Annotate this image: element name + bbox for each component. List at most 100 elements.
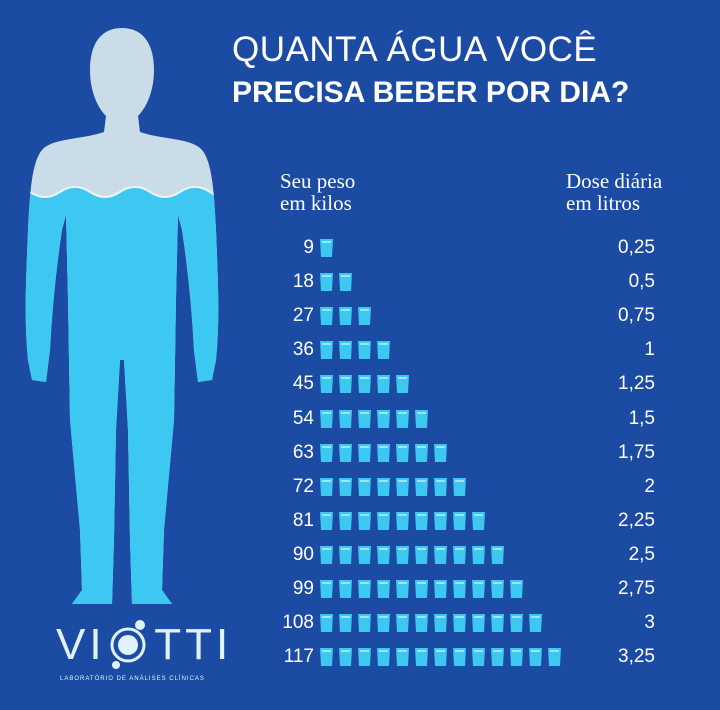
glass-rim xyxy=(436,547,445,550)
water-glass-icon xyxy=(472,614,485,633)
glass-rim xyxy=(436,445,445,448)
water-glass-icon xyxy=(320,307,333,326)
glass-rim xyxy=(360,616,369,619)
water-glass-icon xyxy=(358,409,371,428)
water-glass-icon xyxy=(491,580,504,598)
glass-rim xyxy=(341,513,350,516)
water-glass-icon xyxy=(434,477,447,496)
glasses-bar xyxy=(320,273,352,292)
glass-rim xyxy=(417,479,426,482)
glass-rim xyxy=(322,377,331,380)
glass-rim xyxy=(341,650,350,653)
title-line-2: PRECISA BEBER POR DIA? xyxy=(232,76,630,109)
water-glass-icon xyxy=(320,477,333,496)
table-row: 9 0,25 xyxy=(0,237,720,259)
glass-rim xyxy=(417,445,426,448)
glass-rim xyxy=(360,547,369,550)
water-glass-icon xyxy=(472,648,485,667)
weight-label: 108 xyxy=(282,612,314,634)
glass-rim xyxy=(512,582,521,584)
glasses-bar xyxy=(320,614,542,633)
glass-rim xyxy=(360,411,369,414)
table-row: 81 2,25 xyxy=(0,510,720,532)
water-glass-icon xyxy=(320,648,333,667)
weight-header-line2: em kilos xyxy=(280,191,352,215)
water-glass-icon xyxy=(320,443,333,462)
glass-rim xyxy=(379,411,388,414)
glass-rim xyxy=(360,309,369,312)
glass-rim xyxy=(417,411,426,414)
water-glass-icon xyxy=(358,307,371,326)
water-glass-icon xyxy=(453,477,466,496)
glass-rim xyxy=(398,513,407,516)
water-glass-icon xyxy=(472,545,485,564)
weight-label: 45 xyxy=(292,373,314,395)
dose-label: 3,25 xyxy=(618,646,655,668)
water-glass-icon xyxy=(415,477,428,496)
glass-rim xyxy=(417,547,426,550)
water-glass-icon xyxy=(396,409,409,428)
water-glass-icon xyxy=(320,273,333,292)
water-glass-icon xyxy=(339,580,352,598)
glass-rim xyxy=(379,479,388,482)
water-glass-icon xyxy=(320,341,333,360)
water-glass-icon xyxy=(358,443,371,462)
glass-rim xyxy=(493,547,502,550)
dose-label: 2,5 xyxy=(628,543,655,565)
weight-label: 27 xyxy=(292,305,314,327)
table-row: 108 3 xyxy=(0,612,720,634)
water-glass-icon xyxy=(415,511,428,530)
water-glass-icon xyxy=(510,614,523,633)
water-glass-icon xyxy=(358,375,371,394)
table-row: 27 0,75 xyxy=(0,305,720,327)
glass-rim xyxy=(341,479,350,482)
glass-rim xyxy=(322,479,331,482)
weight-label: 81 xyxy=(292,509,314,531)
water-glass-icon xyxy=(491,545,504,564)
water-glass-icon xyxy=(339,409,352,428)
glass-rim xyxy=(360,650,369,653)
water-glass-icon xyxy=(320,614,333,633)
glasses-bar xyxy=(320,477,466,496)
water-glass-icon xyxy=(358,545,371,564)
water-glass-icon xyxy=(396,648,409,667)
water-glass-icon xyxy=(377,511,390,530)
glass-rim xyxy=(360,582,369,584)
water-glass-icon xyxy=(339,341,352,360)
water-glass-icon xyxy=(358,477,371,496)
water-glass-icon xyxy=(415,409,428,428)
water-glass-icon xyxy=(358,341,371,360)
glass-rim xyxy=(322,241,331,243)
glass-rim xyxy=(379,513,388,516)
water-glass-icon xyxy=(358,511,371,530)
water-glass-icon xyxy=(339,477,352,496)
weight-label: 9 xyxy=(303,237,314,258)
title-line-1: QUANTA ÁGUA VOCÊ xyxy=(232,30,598,69)
water-glass-icon xyxy=(358,614,371,633)
dose-label: 2 xyxy=(644,475,655,497)
water-glass-icon xyxy=(320,375,333,394)
weight-label: 63 xyxy=(292,441,314,463)
glass-rim xyxy=(322,343,331,346)
water-glass-icon xyxy=(453,511,466,530)
glass-rim xyxy=(474,582,483,584)
weight-header: Seu peso em kilos xyxy=(280,170,355,214)
water-glass-icon xyxy=(358,580,371,598)
water-glass-icon xyxy=(339,443,352,462)
water-glass-icon xyxy=(377,341,390,360)
table-row: 72 2 xyxy=(0,476,720,498)
glass-rim xyxy=(360,343,369,346)
glass-rim xyxy=(417,513,426,516)
glass-rim xyxy=(341,445,350,448)
glass-rim xyxy=(341,411,350,414)
dose-label: 2,75 xyxy=(618,578,655,599)
table-row: 54 1,5 xyxy=(0,408,720,430)
glass-rim xyxy=(341,275,350,278)
table-row: 99 2,75 xyxy=(0,578,720,600)
water-glass-icon xyxy=(377,648,390,667)
glasses-bar xyxy=(320,648,561,667)
glasses-bar xyxy=(320,511,485,530)
table-row: 45 1,25 xyxy=(0,373,720,395)
human-body-water-icon xyxy=(25,28,219,604)
water-glass-icon xyxy=(339,375,352,394)
